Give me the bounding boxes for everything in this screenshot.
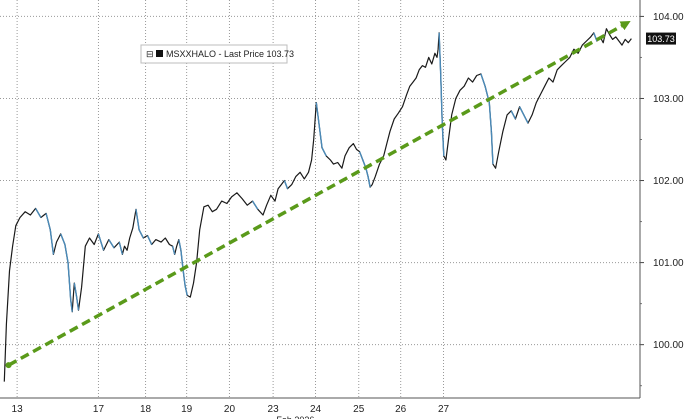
x-tick-label: 18 (140, 404, 152, 415)
series-segment-down (108, 239, 115, 249)
series-segment-down (135, 209, 140, 230)
trend-start-dot (5, 362, 12, 369)
series-segment-down (146, 235, 153, 245)
series-segment-down (75, 295, 80, 311)
price-series (3, 28, 632, 382)
series-segment-down (184, 285, 188, 296)
legend-entry: MSXXHALO - Last Price 103.73 (166, 49, 294, 59)
x-tick-label: 24 (310, 404, 322, 415)
series-segment-down (480, 73, 486, 87)
x-tick-label: 25 (353, 404, 365, 415)
series-segment-down (510, 110, 517, 120)
trend-arrow (5, 21, 631, 369)
series-segment-down (178, 239, 182, 251)
x-tick-label: 26 (395, 404, 407, 415)
series-segment-down (593, 32, 598, 42)
series-segment-down (118, 241, 124, 255)
series-segment-down (438, 32, 442, 74)
series-segment-down (518, 106, 525, 116)
legend-box (140, 44, 288, 64)
x-month-label: Feb 2026 (276, 415, 314, 419)
series-segment-down (318, 123, 323, 148)
last-price-box (646, 32, 676, 45)
y-tick-label: 100.00 (653, 340, 684, 351)
y-tick-label: 101.00 (653, 258, 684, 269)
series-segment-down (64, 244, 69, 263)
last-price-label: 103.73 (647, 34, 675, 44)
series-segment-down (251, 200, 259, 210)
series-segment-down (45, 213, 51, 230)
series-segment-down (180, 250, 184, 270)
series-segment-down (97, 233, 105, 251)
series-segment-down (171, 246, 176, 255)
series-segment-down (488, 102, 493, 132)
series-segment-down (73, 282, 78, 296)
axes: 13 17 18 19 20 23 24 25 26 27 Feb 2026 100.00 101.00… (0, 0, 684, 419)
series-segment-down (69, 299, 73, 312)
series-segment-down (321, 147, 327, 157)
series-segment-down (523, 114, 529, 124)
series-segment-down (60, 233, 66, 245)
y-tick-label: 103.00 (653, 94, 684, 105)
x-tick-label: 20 (224, 404, 236, 415)
grid (0, 0, 640, 398)
legend-swatch (156, 50, 163, 57)
series-segment-down (365, 168, 369, 177)
series-segment-down (283, 180, 289, 189)
series-segment-down (441, 123, 445, 156)
series-segment-down (439, 73, 443, 124)
x-tick-label: 19 (181, 404, 193, 415)
trend-arrow-line (7, 21, 631, 367)
legend: ⊟ MSXXHALO - Last Price 103.73 (140, 44, 294, 64)
x-tick-label: 23 (268, 404, 280, 415)
y-tick-label: 102.00 (653, 176, 684, 187)
series-segment-down (315, 102, 320, 124)
series-segment-down (138, 229, 144, 239)
series-segment-down (49, 229, 55, 255)
series-segment-down (490, 131, 494, 165)
x-tick-label: 27 (438, 404, 450, 415)
series-segment-down (359, 151, 364, 161)
x-tick-label: 13 (12, 404, 24, 415)
series-segment-down (367, 176, 371, 188)
series-segment-down (182, 269, 186, 286)
legend-collapse-icon[interactable]: ⊟ (146, 49, 154, 59)
series-segment-down (67, 262, 72, 300)
x-tick-label: 17 (93, 404, 105, 415)
series-segment-down (35, 208, 42, 218)
y-tick-label: 104.00 (653, 12, 684, 23)
